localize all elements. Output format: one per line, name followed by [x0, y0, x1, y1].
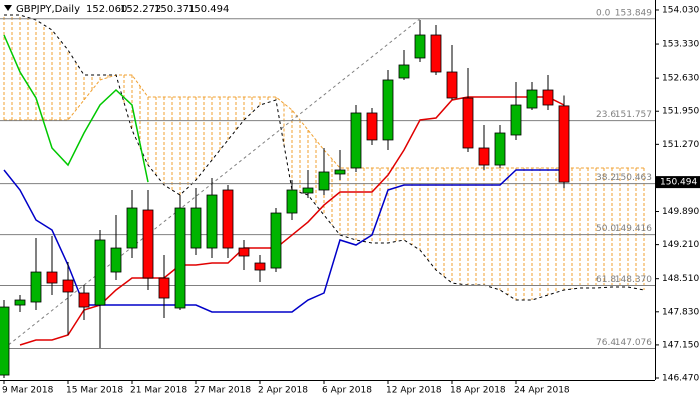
- fibo-ratio: 23.6: [596, 110, 616, 120]
- fibo-ratio: 0.0: [596, 8, 611, 18]
- candle-body: [62, 279, 74, 293]
- x-tick-label: 15 Mar 2018: [66, 386, 123, 396]
- fibo-price: 149.416: [615, 224, 652, 234]
- y-tick-label: 148.510: [662, 274, 699, 284]
- y-tick-label: 146.470: [662, 374, 699, 384]
- candle-body: [446, 71, 458, 99]
- candle-body: [542, 89, 554, 106]
- fibo-price: 150.463: [615, 173, 652, 183]
- y-tick-label: 149.210: [662, 240, 699, 250]
- x-tick-label: 18 Apr 2018: [450, 386, 506, 396]
- x-tick-label: 21 Mar 2018: [130, 386, 187, 396]
- menu-icon[interactable]: [4, 5, 12, 11]
- indicator-line: [19, 96, 565, 346]
- candle-body: [430, 34, 442, 73]
- candle-body: [510, 104, 522, 136]
- x-tick-label: 27 Mar 2018: [194, 386, 251, 396]
- candle-body: [46, 271, 58, 284]
- span-b-line: [4, 14, 645, 301]
- candle-body: [494, 132, 506, 166]
- candle-body: [558, 105, 570, 183]
- y-tick-label: 151.270: [662, 140, 699, 150]
- price-box: [656, 176, 700, 189]
- candle-body: [158, 277, 170, 299]
- candle-body: [190, 207, 202, 249]
- candle-body: [350, 112, 362, 169]
- x-tick-label: 6 Apr 2018: [322, 386, 372, 396]
- indicator-line: [3, 34, 149, 183]
- candle-body: [94, 239, 106, 306]
- candle-body: [174, 207, 186, 309]
- candle-body: [526, 89, 538, 109]
- candle-body: [126, 207, 138, 249]
- candle-body: [142, 209, 154, 279]
- candle-body: [30, 271, 42, 303]
- x-tick-label: 9 Mar 2018: [2, 386, 54, 396]
- y-tick-label: 153.330: [662, 40, 699, 50]
- y-tick-label: 152.630: [662, 74, 699, 84]
- fibo-ratio: 61.8: [596, 275, 616, 285]
- candle-body: [0, 306, 10, 376]
- candle-body: [270, 212, 282, 269]
- candle-body: [254, 262, 266, 271]
- fibo-ratio: 50.0: [596, 224, 616, 234]
- fibo-ratio: 76.4: [596, 338, 616, 348]
- candle-body: [462, 97, 474, 149]
- symbol: GBPJPY,Daily: [16, 4, 80, 15]
- fibo-price: 147.076: [615, 338, 652, 348]
- x-tick-label: 24 Apr 2018: [514, 386, 570, 396]
- header-low: 150.371: [154, 4, 195, 15]
- y-tick-label: 147.150: [662, 340, 699, 350]
- price-label: 150.494: [660, 178, 697, 188]
- candle-body: [478, 147, 490, 166]
- candle-body: [318, 171, 330, 191]
- fibo-price: 148.370: [615, 275, 652, 285]
- candle-body: [398, 64, 410, 79]
- candle-body: [414, 34, 426, 59]
- fibo-ratio: 38.2: [596, 173, 616, 183]
- x-tick-label: 12 Apr 2018: [386, 386, 442, 396]
- candle-body: [14, 299, 26, 306]
- header-high: 152.272: [120, 4, 161, 15]
- candle-body: [110, 247, 122, 273]
- candle-body: [366, 112, 378, 141]
- fibo-price: 153.849: [615, 8, 652, 18]
- header-close: 150.494: [188, 4, 229, 15]
- candle-body: [286, 189, 298, 214]
- candle-body: [238, 247, 250, 257]
- y-tick-label: 149.890: [662, 207, 699, 217]
- y-tick-label: 154.030: [662, 5, 699, 15]
- candle-body: [206, 194, 218, 249]
- header-open: 152.060: [86, 4, 127, 15]
- candle-body: [382, 79, 394, 141]
- x-tick-label: 2 Apr 2018: [258, 386, 308, 396]
- fibo-price: 151.757: [615, 110, 652, 120]
- candle-body: [334, 169, 346, 175]
- y-tick-label: 147.830: [662, 307, 699, 317]
- candle-body: [78, 292, 90, 308]
- y-tick-label: 151.950: [662, 107, 699, 117]
- candle-body: [222, 189, 234, 249]
- candle-body: [302, 187, 314, 194]
